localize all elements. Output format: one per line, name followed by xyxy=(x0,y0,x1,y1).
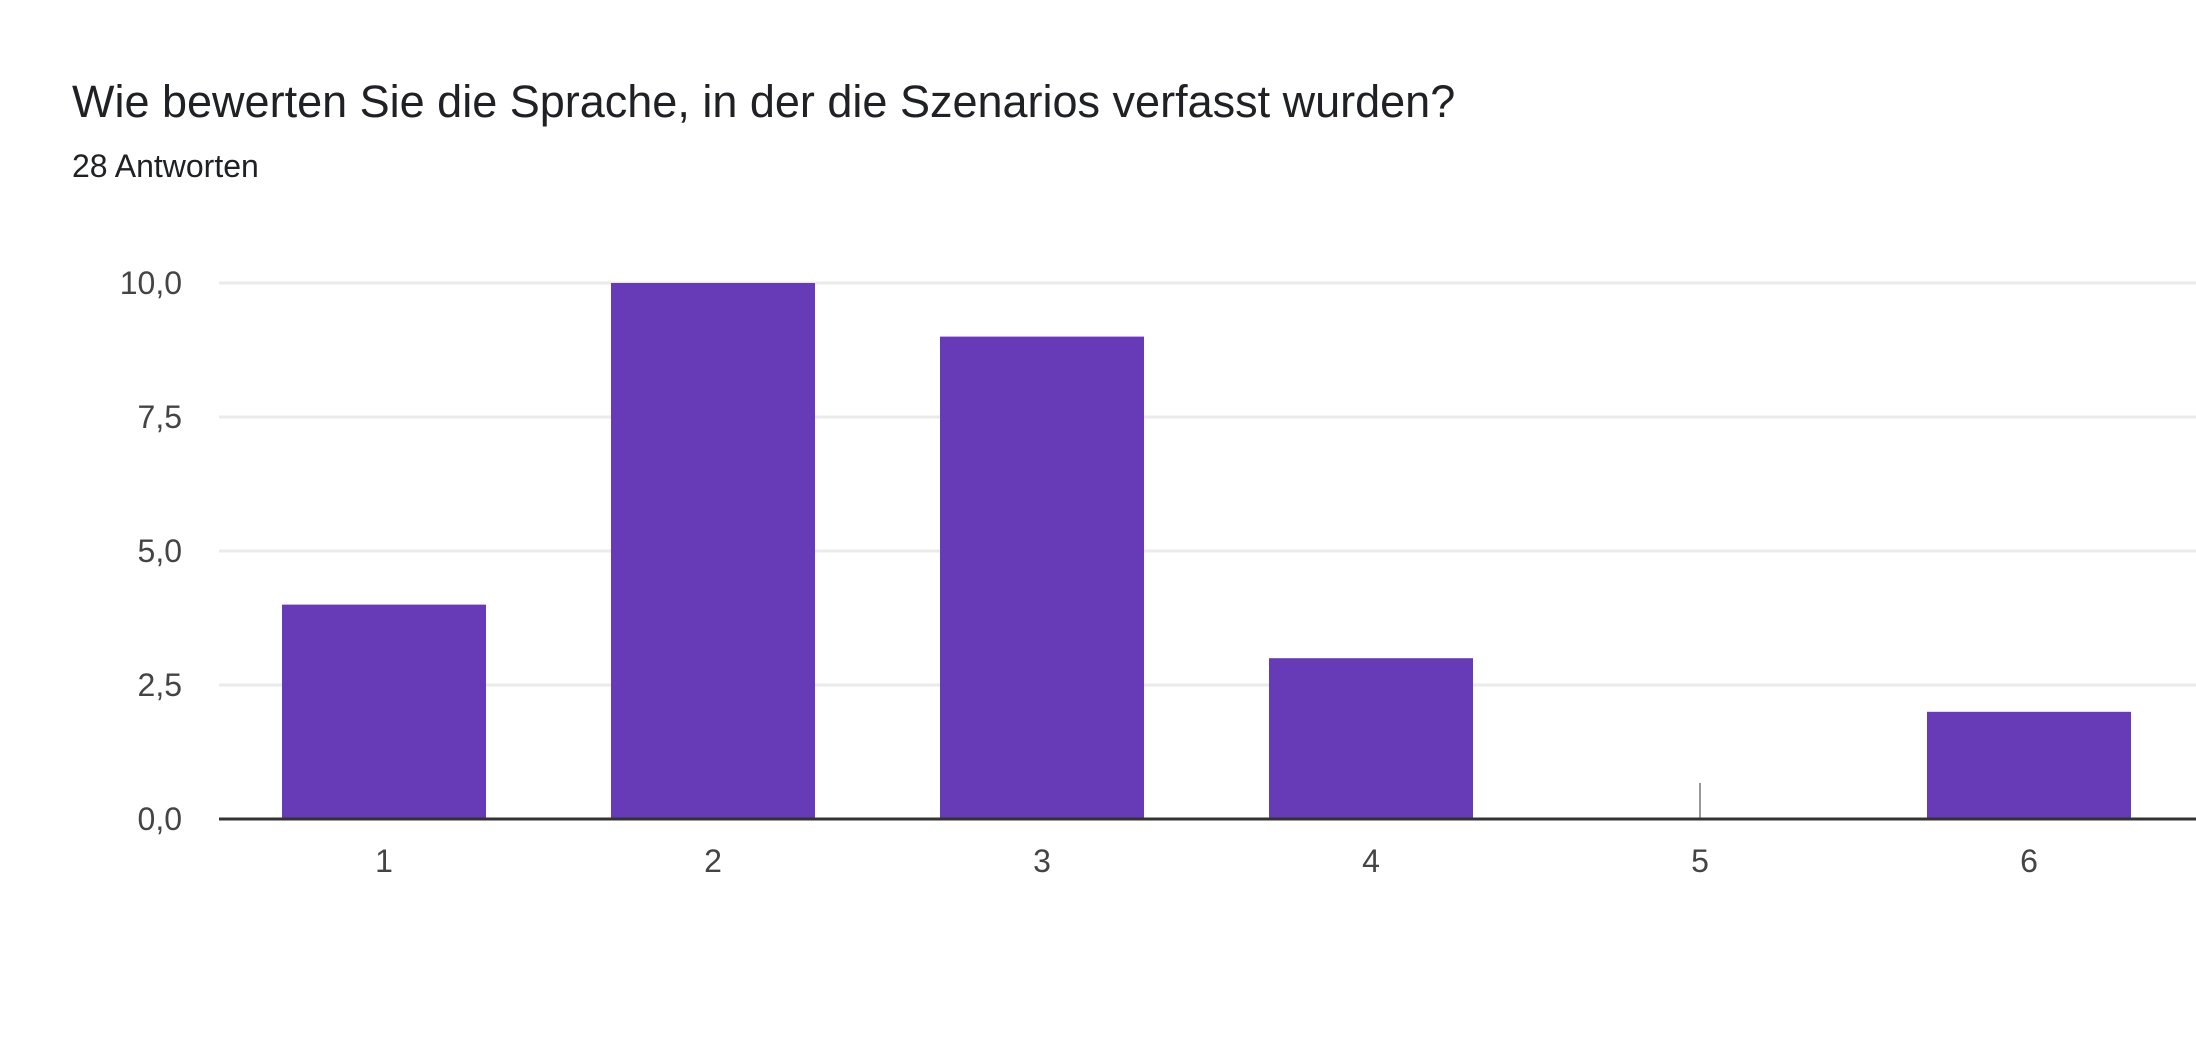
x-tick-label: 6 xyxy=(2020,843,2038,879)
gridlines xyxy=(219,281,2196,687)
y-tick-label: 5,0 xyxy=(138,533,182,569)
bars xyxy=(282,283,2131,819)
chart-title: Wie bewerten Sie die Sprache, in der die… xyxy=(72,76,1456,127)
y-tick-label: 0,0 xyxy=(138,801,182,837)
bar-3 xyxy=(940,336,1144,819)
x-tick-label: 1 xyxy=(375,843,393,879)
bar-2 xyxy=(611,283,815,819)
y-tick-label: 7,5 xyxy=(138,399,182,435)
bar-6 xyxy=(1927,711,2131,819)
x-tick-label: 5 xyxy=(1691,843,1709,879)
x-tick-label: 4 xyxy=(1362,843,1380,879)
y-tick-label: 10,0 xyxy=(120,265,182,301)
bar-1 xyxy=(282,604,486,819)
x-tick-label: 3 xyxy=(1033,843,1051,879)
bar-4 xyxy=(1269,658,1473,819)
y-axis-ticks: 0,0 2,5 5,0 7,5 10,0 xyxy=(120,265,182,837)
response-count: 28 Antworten xyxy=(72,148,259,184)
x-tick-label: 2 xyxy=(704,843,722,879)
y-tick-label: 2,5 xyxy=(138,667,182,703)
x-axis-ticks: 1 2 3 4 5 6 xyxy=(375,843,2038,879)
